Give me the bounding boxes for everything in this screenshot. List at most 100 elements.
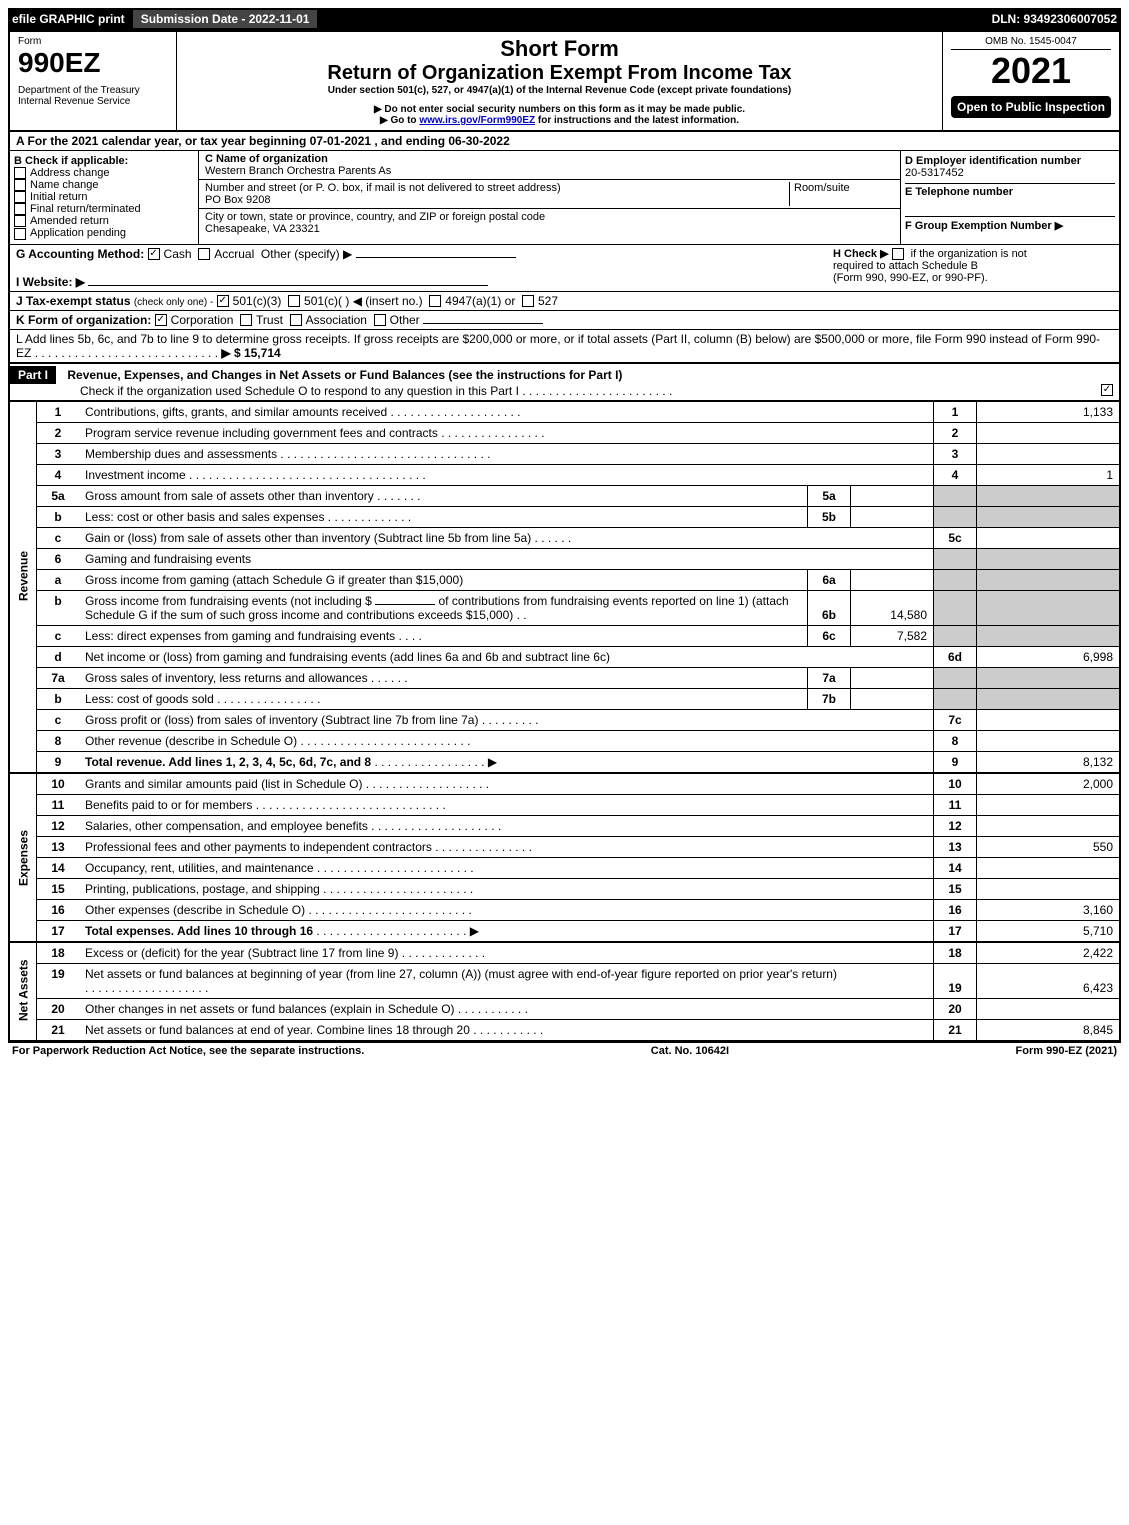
ln6b-sv: 14,580 (851, 590, 934, 625)
ln2-d: Program service revenue including govern… (85, 426, 438, 440)
ln6c-d: Less: direct expenses from gaming and fu… (85, 629, 395, 643)
h-block: H Check ▶ if the organization is not req… (833, 247, 1113, 289)
k-trust: Trust (256, 313, 283, 327)
ln9-v: 8,132 (977, 751, 1120, 773)
form-frame: Form 990EZ Department of the Treasury In… (8, 30, 1121, 1042)
ln6c-sv: 7,582 (851, 625, 934, 646)
ln6b-blank[interactable] (375, 604, 435, 605)
i-label: I Website: ▶ (16, 275, 85, 289)
g-cash-check[interactable] (148, 248, 160, 260)
return-title: Return of Organization Exempt From Incom… (185, 62, 934, 85)
c-column: C Name of organization Western Branch Or… (199, 151, 900, 244)
ln19-d: Net assets or fund balances at beginning… (85, 967, 837, 981)
b-amend-check[interactable] (14, 215, 26, 227)
ln18-v: 2,422 (977, 942, 1120, 964)
ln1-n: 1 (37, 401, 80, 422)
b-init-check[interactable] (14, 191, 26, 203)
b-app: Application pending (30, 227, 126, 239)
j-527: 527 (538, 294, 558, 308)
street: PO Box 9208 (205, 194, 270, 206)
ln15-d: Printing, publications, postage, and shi… (85, 882, 320, 896)
ln14-v (977, 857, 1120, 878)
ln6d-r: 6d (934, 646, 977, 667)
ln20-r: 20 (934, 998, 977, 1019)
ln6a-s: 6a (808, 569, 851, 590)
k-assoc-check[interactable] (290, 314, 302, 326)
l-amount: ▶ $ 15,714 (221, 346, 280, 360)
b-label: B Check if applicable: (14, 155, 194, 167)
c-city-label: City or town, state or province, country… (205, 211, 545, 223)
ln8-r: 8 (934, 730, 977, 751)
ln6d-n: d (37, 646, 80, 667)
k-assoc: Association (306, 313, 367, 327)
ln21-d: Net assets or fund balances at end of ye… (85, 1023, 470, 1037)
ln17-arrow: ▶ (470, 924, 479, 938)
ln6-n: 6 (37, 548, 80, 569)
ln8-v (977, 730, 1120, 751)
ln9-r: 9 (934, 751, 977, 773)
ln12-d: Salaries, other compensation, and employ… (85, 819, 368, 833)
line-a: A For the 2021 calendar year, or tax yea… (10, 132, 1119, 151)
ln21-v: 8,845 (977, 1019, 1120, 1040)
ln12-n: 12 (37, 815, 80, 836)
g-label: G Accounting Method: (16, 247, 144, 261)
ln7c-r: 7c (934, 709, 977, 730)
k-corp-check[interactable] (155, 314, 167, 326)
ln8-d: Other revenue (describe in Schedule O) (85, 734, 297, 748)
k-other-blank[interactable] (423, 323, 543, 324)
irs-link[interactable]: www.irs.gov/Form990EZ (419, 115, 535, 126)
website-blank[interactable] (88, 285, 488, 286)
g-accrual-check[interactable] (198, 248, 210, 260)
tel-label: E Telephone number (905, 183, 1115, 198)
ln7b-n: b (37, 688, 80, 709)
ln7a-vsh (977, 667, 1120, 688)
ln6d-v: 6,998 (977, 646, 1120, 667)
k-row: K Form of organization: Corporation Trus… (10, 311, 1119, 330)
ein: 20-5317452 (905, 167, 1115, 179)
ln16-d: Other expenses (describe in Schedule O) (85, 903, 305, 917)
b-app-check[interactable] (14, 228, 26, 240)
j-501c-check[interactable] (288, 295, 300, 307)
ln3-d: Membership dues and assessments (85, 447, 277, 461)
b-final-check[interactable] (14, 203, 26, 215)
j-501c3-check[interactable] (217, 295, 229, 307)
ln13-r: 13 (934, 836, 977, 857)
ln5a-d: Gross amount from sale of assets other t… (85, 489, 374, 503)
footer-right: Form 990-EZ (2021) (1016, 1045, 1117, 1057)
g-other-blank[interactable] (356, 257, 516, 258)
ln17-r: 17 (934, 920, 977, 942)
b-addr-check[interactable] (14, 167, 26, 179)
ln7b-d: Less: cost of goods sold (85, 692, 214, 706)
b-init: Initial return (30, 191, 87, 203)
submission-date: Submission Date - 2022-11-01 (133, 10, 318, 28)
k-corp: Corporation (171, 313, 234, 327)
k-trust-check[interactable] (240, 314, 252, 326)
ln20-d: Other changes in net assets or fund bala… (85, 1002, 455, 1016)
ln2-r: 2 (934, 422, 977, 443)
part1-check-line: Check if the organization used Schedule … (10, 384, 519, 398)
b-final: Final return/terminated (30, 203, 141, 215)
j-501c3: 501(c)(3) (233, 294, 282, 308)
part1-title: Revenue, Expenses, and Changes in Net As… (59, 368, 622, 382)
part1-checkbox[interactable] (1101, 384, 1113, 396)
ln11-v (977, 794, 1120, 815)
c-name-label: C Name of organization (205, 153, 328, 165)
ln17-d: Total expenses. Add lines 10 through 16 (85, 924, 313, 938)
ln5a-s: 5a (808, 485, 851, 506)
ln5c-d: Gain or (loss) from sale of assets other… (85, 531, 531, 545)
ln5c-n: c (37, 527, 80, 548)
k-other-check[interactable] (374, 314, 386, 326)
j-527-check[interactable] (522, 295, 534, 307)
h-text2: required to attach Schedule B (833, 260, 978, 272)
h-check[interactable] (892, 248, 904, 260)
tax-year: 2021 (951, 50, 1111, 92)
ln19-v: 6,423 (977, 963, 1120, 998)
b-column: B Check if applicable: Address change Na… (10, 151, 199, 244)
ln16-v: 3,160 (977, 899, 1120, 920)
ln5a-sv (851, 485, 934, 506)
b-name-check[interactable] (14, 179, 26, 191)
ln6-d: Gaming and fundraising events (85, 552, 251, 566)
ln16-n: 16 (37, 899, 80, 920)
j-4947-check[interactable] (429, 295, 441, 307)
j-row: J Tax-exempt status (check only one) - 5… (10, 292, 1119, 311)
